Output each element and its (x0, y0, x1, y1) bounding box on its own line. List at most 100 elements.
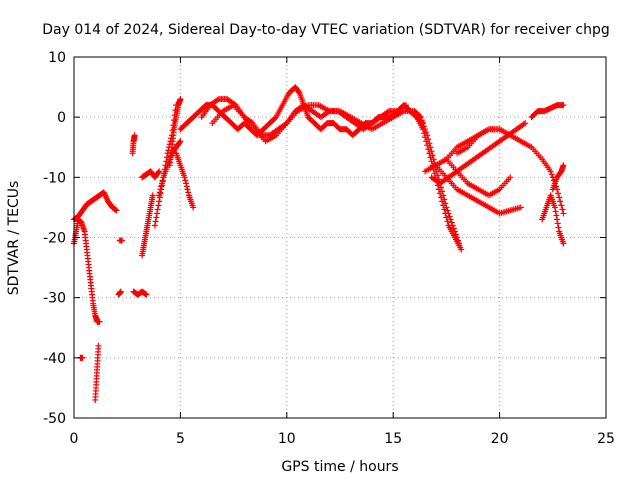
data-point (155, 169, 162, 176)
series-trace-i (139, 192, 156, 259)
data-point (427, 154, 434, 161)
series-trace-v (443, 156, 514, 199)
data-point (79, 354, 86, 361)
series-trace-g (129, 132, 138, 157)
data-point (190, 204, 197, 211)
data-point (181, 174, 188, 181)
series-trace-y (539, 192, 567, 247)
data-point (560, 240, 567, 247)
data-point (183, 180, 190, 187)
data-point (438, 194, 445, 201)
chart-title: Day 014 of 2024, Sidereal Day-to-day VTE… (42, 22, 610, 38)
data-point (556, 194, 563, 201)
y-tick-label: -20 (43, 231, 66, 247)
data-point (176, 139, 183, 146)
series-trace-n (173, 150, 197, 211)
data-point (547, 168, 554, 175)
data-point (185, 189, 192, 196)
data-point (442, 210, 449, 217)
data-point (552, 208, 559, 215)
data-point (182, 177, 189, 184)
data-point (558, 202, 565, 209)
data-point (428, 158, 435, 165)
data-point (441, 206, 448, 213)
data-point (548, 171, 555, 178)
data-point (158, 180, 165, 187)
data-point (425, 146, 432, 153)
data-point (152, 218, 159, 225)
data-point (422, 134, 429, 141)
data-point (156, 168, 163, 175)
data-point (156, 198, 163, 205)
data-point (155, 202, 162, 209)
data-point (517, 204, 524, 211)
series-trace-w (454, 126, 503, 157)
data-point (156, 192, 163, 199)
y-axis-label: SDTVAR / TECUs (6, 181, 22, 296)
data-point (96, 318, 103, 325)
data-point (117, 288, 124, 295)
data-point (560, 210, 567, 217)
plot-area (71, 84, 567, 403)
data-point (153, 214, 160, 221)
data-point (437, 190, 444, 197)
data-point (149, 192, 156, 199)
data-point (554, 216, 561, 223)
data-point (447, 216, 454, 223)
data-point (118, 237, 125, 244)
series-trace-t (428, 120, 529, 187)
data-point (559, 206, 566, 213)
data-point (153, 210, 160, 217)
y-tick-label: 10 (48, 50, 66, 66)
series-trace-z (549, 162, 567, 193)
data-point (131, 132, 138, 139)
y-axis-ticks: 10 0 -10 -20 -30 -40 -50 (43, 50, 606, 427)
data-point (424, 142, 431, 149)
x-axis-ticks: 0 5 10 15 20 25 (70, 57, 615, 447)
data-point (554, 220, 561, 227)
data-point (157, 186, 164, 193)
data-point (418, 117, 425, 124)
x-tick-label: 20 (491, 431, 509, 447)
data-point (522, 120, 529, 127)
data-point (412, 113, 419, 120)
data-point (443, 214, 450, 221)
data-point (458, 246, 465, 253)
data-point (177, 96, 184, 103)
data-point (143, 291, 150, 298)
data-point (431, 170, 438, 177)
x-tick-label: 0 (70, 431, 79, 447)
data-point (154, 206, 161, 213)
data-point (272, 115, 279, 122)
y-tick-label: -10 (43, 170, 66, 186)
x-tick-label: 25 (597, 431, 615, 447)
data-point (555, 224, 562, 231)
x-tick-label: 10 (278, 431, 296, 447)
data-point (496, 126, 503, 133)
data-point (444, 207, 451, 214)
data-point (446, 213, 453, 220)
data-point (440, 202, 447, 209)
data-point (439, 198, 446, 205)
y-tick-label: -30 (43, 291, 66, 307)
data-point (113, 207, 120, 214)
data-point (555, 190, 562, 197)
series-trace-u (432, 162, 524, 217)
series-trace-f (115, 288, 124, 298)
y-tick-label: 0 (57, 110, 66, 126)
data-point (184, 186, 191, 193)
series-trace-b (71, 189, 120, 223)
data-point (557, 198, 564, 205)
data-point (419, 126, 426, 133)
data-point (560, 102, 567, 109)
data-point (421, 130, 428, 137)
data-point (507, 174, 514, 181)
data-point (426, 150, 433, 157)
series-trace-m (166, 96, 184, 169)
x-axis-label: GPS time / hours (281, 459, 398, 475)
data-point (444, 218, 451, 225)
x-tick-label: 15 (384, 431, 402, 447)
x-tick-label: 5 (176, 431, 185, 447)
data-point (183, 183, 190, 190)
data-point (560, 162, 567, 169)
